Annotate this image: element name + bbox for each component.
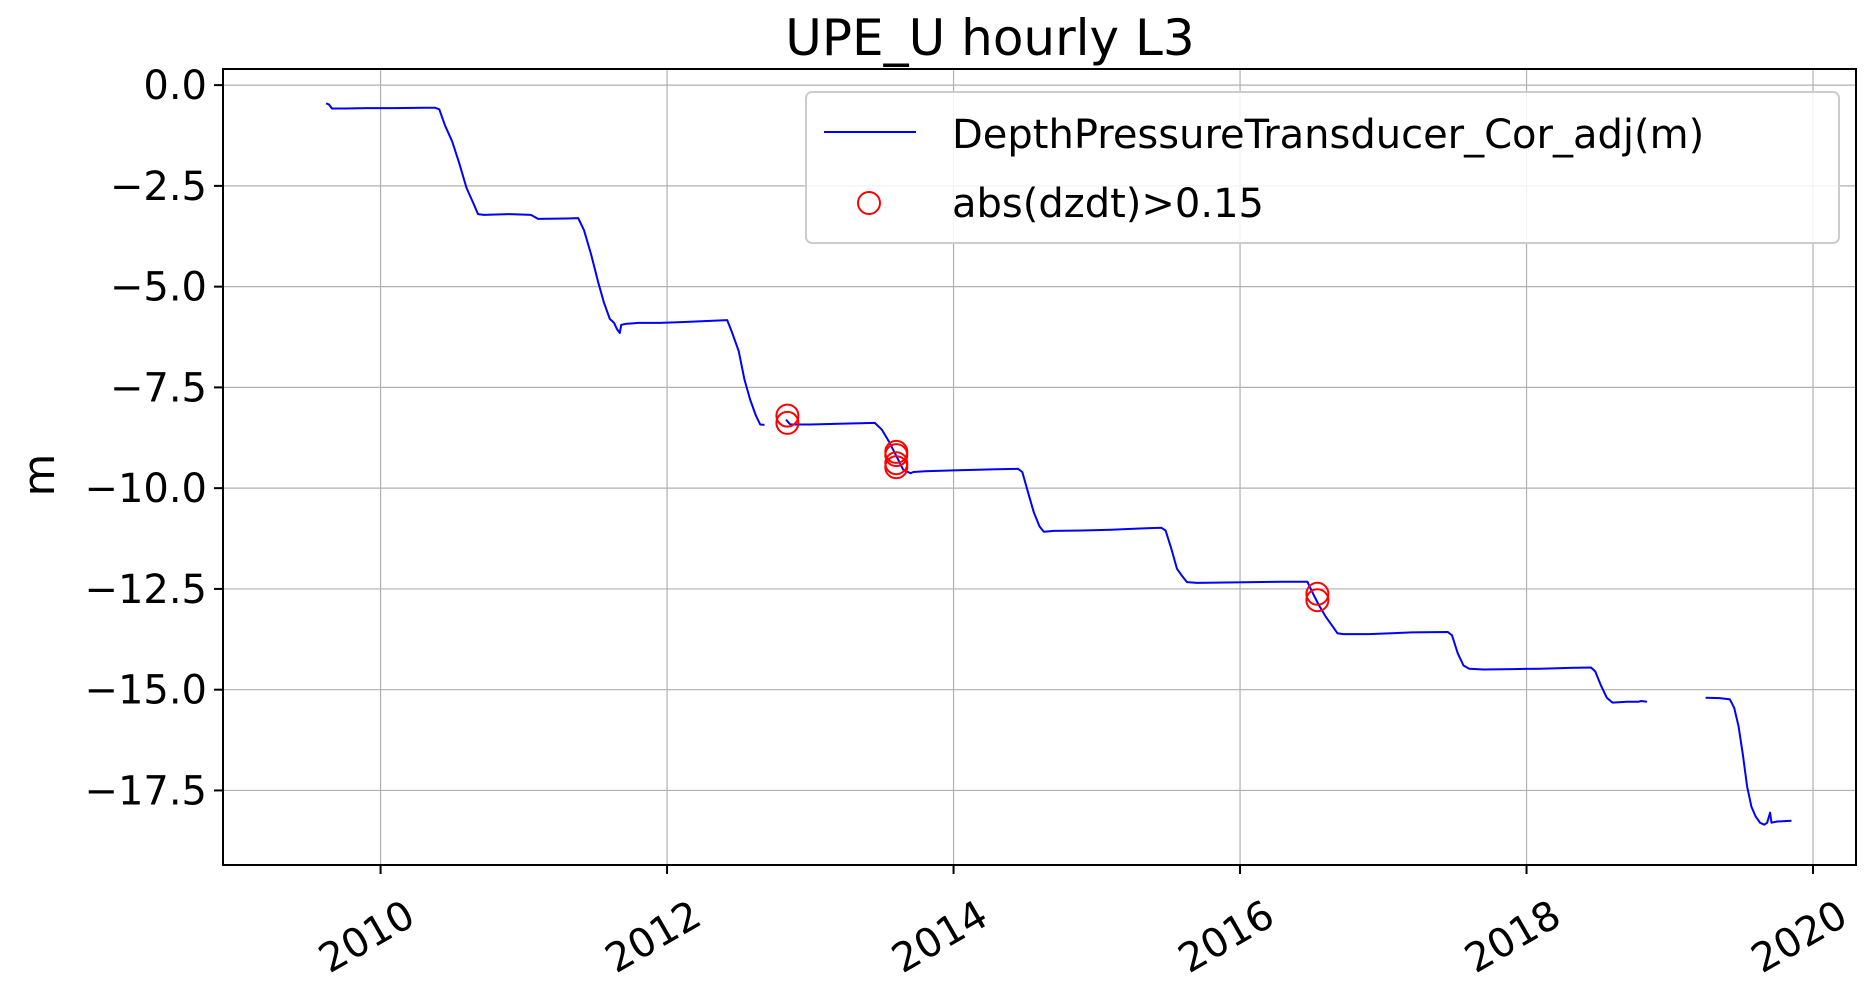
legend-box: [805, 91, 1840, 244]
y-axis-label: m: [14, 454, 65, 497]
legend-label-dzdt: abs(dzdt)>0.15: [952, 181, 1264, 227]
scatter-point: [1305, 581, 1330, 606]
y-tick-label: −5.0: [110, 265, 207, 311]
x-tick-label: 2012: [598, 892, 709, 983]
scatter-point: [1305, 588, 1330, 613]
legend: DepthPressureTransducer_Cor_adj(m) abs(d…: [805, 91, 1840, 244]
x-tick-label: 2020: [1744, 892, 1855, 983]
y-tick-label: −12.5: [84, 567, 207, 613]
legend-label-depth: DepthPressureTransducer_Cor_adj(m): [952, 112, 1704, 158]
chart-title: UPE_U hourly L3: [785, 9, 1194, 67]
x-tick-label: 2010: [311, 892, 422, 983]
scatter-point: [775, 403, 800, 428]
y-tick-label: −17.5: [84, 768, 207, 814]
x-tick-label: 2014: [884, 892, 995, 983]
series-line-segment: [785, 418, 1648, 704]
y-tick-label: −10.0: [84, 466, 207, 512]
axes-frame: [222, 68, 1857, 866]
x-tick-label: 2016: [1171, 892, 1282, 983]
scatter-point: [884, 443, 909, 468]
y-axis: 0.0 −2.5 −5.0 −7.5 −10.0 −12.5 −15.0 −17.5: [84, 63, 223, 814]
scatter-point: [884, 455, 909, 480]
plot-area: [325, 102, 1792, 826]
series-line-segment: [1705, 696, 1792, 826]
x-axis: 2010 2012 2014 2016 2018 2020: [311, 865, 1855, 983]
x-tick-label: 2018: [1457, 892, 1568, 983]
y-tick-label: −7.5: [110, 365, 207, 411]
scatter-point: [775, 410, 800, 435]
legend-marker-circle: [857, 191, 881, 215]
y-tick-label: −15.0: [84, 668, 207, 714]
y-tick-label: −2.5: [110, 164, 207, 210]
series-line-segment: [325, 102, 765, 426]
y-tick-label: 0.0: [143, 63, 207, 109]
